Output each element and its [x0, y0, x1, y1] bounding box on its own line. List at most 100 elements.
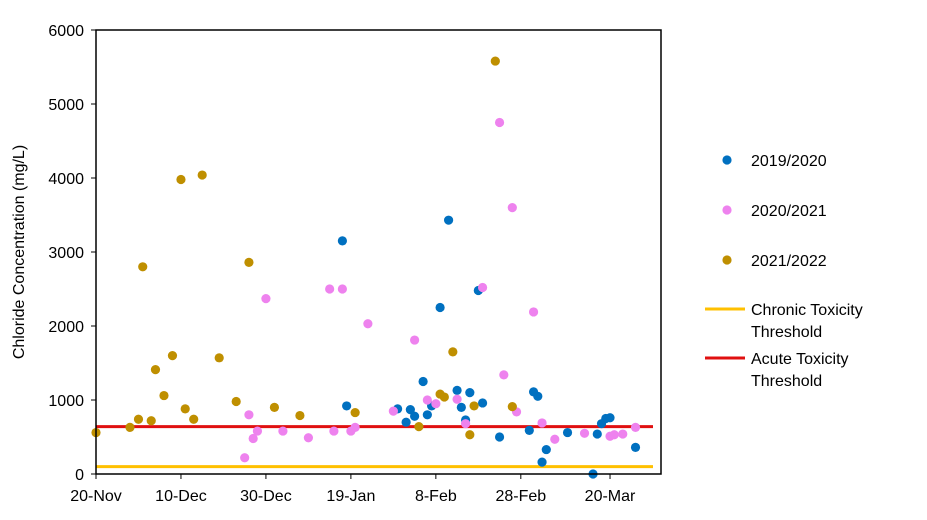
y-tick-label-2: 2000: [48, 319, 84, 336]
data-point-s2-7: [303, 433, 314, 443]
x-tick-label-6: 20-Mar: [585, 488, 636, 505]
data-point-s2-32: [630, 422, 641, 432]
data-point-s3-5: [146, 416, 156, 426]
data-point-s3-19: [414, 422, 424, 432]
data-point-s2-23: [507, 203, 517, 213]
data-point-s2-2: [244, 410, 254, 420]
data-point-s3-17: [295, 410, 305, 421]
data-point-s2-26: [537, 418, 547, 428]
data-point-s1-5: [405, 405, 415, 415]
data-point-s1-30: [630, 442, 641, 452]
data-point-s2-14: [388, 406, 398, 416]
data-point-s2-30: [609, 430, 619, 440]
data-point-s2-21: [494, 117, 505, 128]
legend-marker-2: [722, 205, 732, 215]
data-point-s2-17: [431, 399, 441, 409]
legend-label-3: 2021/2022: [751, 253, 827, 270]
plot-area-frame: [95, 29, 662, 475]
data-point-s1-12: [452, 385, 462, 395]
data-point-s3-21: [439, 392, 449, 402]
data-point-s3-10: [180, 404, 190, 414]
data-point-s2-1: [240, 453, 250, 463]
data-point-s3-25: [490, 56, 500, 66]
legend-label-5-line-1: Acute Toxicity: [751, 351, 849, 368]
x-tick-label-0: 20-Nov: [70, 488, 122, 505]
data-point-s1-11: [443, 215, 454, 225]
legend-label-4-line-1: Chronic Toxicity: [751, 302, 863, 319]
y-tick-label-4: 4000: [48, 171, 84, 188]
data-point-s2-3: [248, 433, 258, 444]
data-point-s3-16: [269, 402, 280, 412]
data-point-s1-22: [537, 457, 547, 467]
x-tick-label-1: 10-Dec: [155, 488, 207, 505]
data-point-s2-25: [528, 307, 539, 317]
data-point-s3-12: [197, 170, 207, 180]
data-point-s3-26: [507, 402, 517, 412]
data-point-s1-10: [435, 302, 445, 313]
data-point-s3-22: [448, 347, 458, 357]
y-tick-label-0: 0: [75, 467, 84, 484]
x-tick-label-3: 19-Jan: [326, 488, 375, 505]
data-point-s2-13: [363, 319, 373, 329]
data-point-s2-18: [452, 394, 462, 404]
data-point-s2-12: [350, 422, 360, 432]
x-axis-ticks: 20-Nov 10-Dec 30-Dec 19-Jan 8-Feb 28-Feb 20-Ma…: [70, 474, 636, 505]
data-point-s1-7: [418, 376, 428, 387]
data-point-s3-7: [159, 390, 169, 401]
data-point-s2-22: [499, 370, 509, 380]
data-point-s1-15: [465, 388, 475, 398]
legend: 2019/2020 2020/2021 2021/2022 Chronic Toxic…: [705, 153, 863, 390]
y-tick-label-1: 1000: [48, 393, 84, 410]
data-point-s3-6: [150, 365, 161, 375]
x-tick-label-2: 30-Dec: [240, 488, 292, 505]
data-point-s2-31: [618, 429, 628, 439]
data-point-s1-4: [401, 417, 411, 427]
data-point-s3-2: [125, 422, 135, 432]
data-point-s2-10: [337, 284, 347, 294]
x-tick-label-4: 8-Feb: [415, 488, 457, 505]
data-point-s1-8: [422, 410, 432, 420]
data-point-s3-14: [231, 396, 241, 407]
data-point-s3-8: [167, 351, 178, 361]
data-point-s3-18: [350, 407, 360, 418]
data-point-s2-19: [460, 419, 471, 429]
data-point-s2-16: [422, 395, 432, 405]
data-point-s2-6: [278, 426, 288, 436]
legend-label-4-line-2: Threshold: [751, 324, 822, 341]
data-point-s1-24: [562, 427, 573, 438]
y-tick-label-3: 3000: [48, 245, 84, 262]
data-point-s1-29: [605, 413, 615, 423]
data-point-s1-21: [533, 391, 543, 401]
x-tick-label-5: 28-Feb: [495, 488, 546, 505]
data-points: [91, 56, 641, 479]
data-point-s1-23: [541, 444, 551, 455]
data-point-s2-5: [261, 294, 271, 304]
legend-label-2: 2020/2021: [751, 203, 827, 220]
data-point-s3-23: [465, 430, 475, 440]
data-point-s1-18: [494, 432, 505, 442]
legend-marker-1: [722, 155, 732, 165]
data-point-s2-4: [252, 426, 263, 436]
legend-label-5-line-2: Threshold: [751, 373, 822, 390]
y-axis-ticks: 0 1000 2000 3000 4000 5000 6000: [48, 23, 96, 484]
data-point-s3-24: [469, 401, 479, 411]
data-point-s3-9: [176, 174, 186, 185]
data-point-s1-6: [410, 411, 420, 421]
legend-label-1: 2019/2020: [751, 153, 827, 170]
data-point-s1-1: [337, 236, 347, 246]
data-point-s1-17: [477, 398, 488, 408]
data-point-s2-20: [477, 282, 488, 293]
data-point-s3-15: [244, 257, 254, 267]
y-tick-label-6: 6000: [48, 23, 84, 40]
data-point-s2-15: [410, 335, 420, 345]
data-point-s2-28: [579, 428, 590, 438]
data-point-s1-26: [592, 429, 602, 439]
data-point-s1-19: [524, 425, 534, 435]
data-point-s2-9: [329, 426, 339, 436]
data-point-s3-4: [138, 262, 148, 272]
reference-lines: [96, 425, 653, 469]
data-point-s1-13: [456, 402, 466, 412]
data-point-s2-27: [550, 434, 560, 444]
data-point-s3-13: [214, 353, 224, 363]
